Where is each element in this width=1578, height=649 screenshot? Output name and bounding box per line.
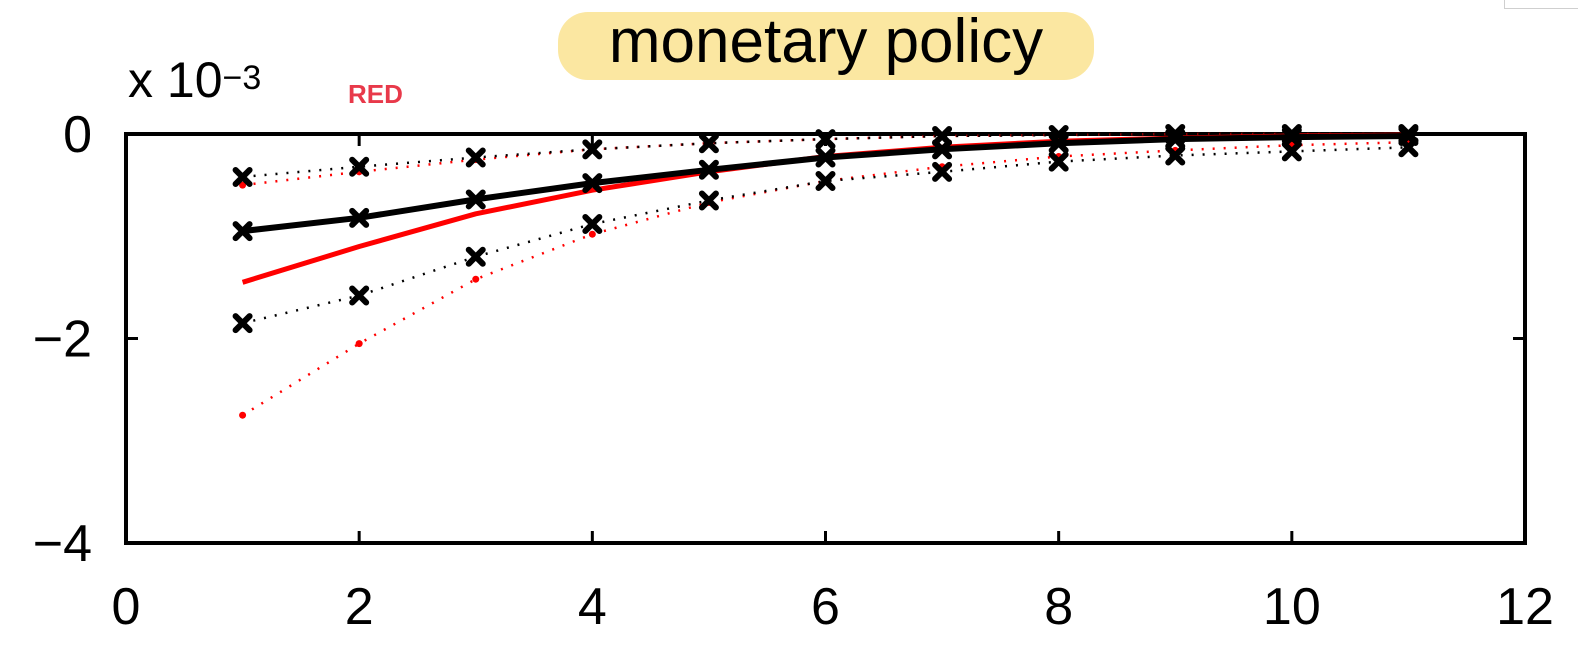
black-upper-band-point bbox=[349, 156, 370, 177]
x-tick-label: 4 bbox=[578, 578, 607, 636]
plot-frame bbox=[124, 132, 1527, 545]
black-lower-band-point bbox=[1048, 151, 1069, 172]
black-lower-band-point bbox=[932, 161, 953, 182]
black-upper-band-point bbox=[815, 129, 836, 150]
black-lower-band-point bbox=[698, 190, 719, 211]
x-tick-label: 10 bbox=[1263, 578, 1321, 636]
x-tick-label: 0 bbox=[112, 578, 141, 636]
black-median-point bbox=[1048, 133, 1069, 154]
black-upper-band-point bbox=[465, 147, 486, 168]
black-median-point bbox=[582, 173, 603, 194]
window-corner-frame bbox=[1504, 0, 1578, 9]
x-tick-label: 2 bbox=[345, 578, 374, 636]
x-tick-label: 12 bbox=[1496, 578, 1554, 636]
black-lower-band-point bbox=[815, 171, 836, 192]
black-median-point bbox=[932, 139, 953, 160]
red-annotation: RED bbox=[348, 79, 403, 109]
black-lower-band-line bbox=[242, 146, 1409, 325]
black-median-point bbox=[465, 189, 486, 210]
y-tick-label: 0 bbox=[63, 106, 92, 164]
black-median-point bbox=[698, 159, 719, 180]
chart-title: monetary policy bbox=[608, 7, 1044, 76]
black-lower-band-point bbox=[1281, 141, 1302, 162]
black-upper-band-point bbox=[582, 139, 603, 160]
title-highlight bbox=[558, 12, 1094, 80]
y-scale-base: x 10 bbox=[128, 52, 223, 108]
black-lower-band-point bbox=[349, 285, 370, 306]
black-lower-band-point bbox=[465, 246, 486, 267]
red-lower-band-point bbox=[472, 275, 480, 283]
black-median-point bbox=[815, 147, 836, 168]
red-lower-band-point bbox=[239, 411, 247, 419]
y-tick-label: −2 bbox=[33, 311, 92, 369]
y-scale-label: x 10−3 bbox=[128, 50, 261, 116]
black-lower-band-point bbox=[1165, 145, 1186, 166]
y-tick-label: −4 bbox=[33, 515, 92, 573]
black-median-point bbox=[349, 207, 370, 228]
x-tick-label: 6 bbox=[811, 578, 840, 636]
black-upper-band-point bbox=[698, 133, 719, 154]
red-lower-band-line bbox=[241, 140, 1409, 417]
red-upper-band-point bbox=[239, 181, 247, 189]
black-median-point bbox=[1281, 127, 1302, 148]
black-median-point bbox=[1398, 126, 1419, 147]
black-median-point bbox=[232, 221, 253, 242]
black-lower-band-point bbox=[232, 313, 253, 334]
black-median-point bbox=[1165, 129, 1186, 150]
red-lower-band-point bbox=[588, 230, 596, 238]
y-scale-exponent: −3 bbox=[222, 59, 262, 97]
red-lower-band-point bbox=[355, 340, 363, 348]
black-lower-band-point bbox=[582, 213, 603, 234]
x-tick-label: 8 bbox=[1044, 578, 1073, 636]
black-upper-band-point bbox=[232, 166, 253, 187]
